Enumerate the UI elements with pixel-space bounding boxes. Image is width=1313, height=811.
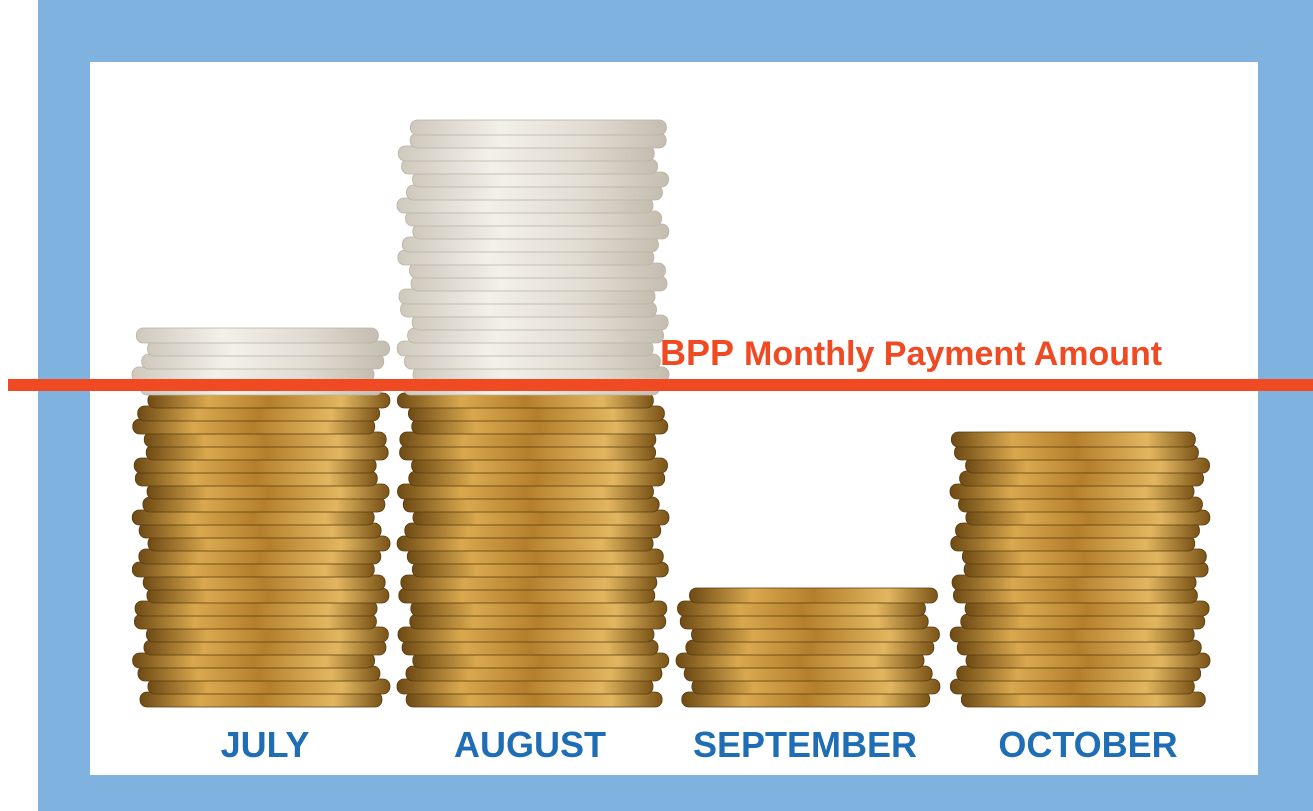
coin bbox=[950, 431, 1196, 448]
month-label: JULY bbox=[221, 724, 310, 765]
month-label: OCTOBER bbox=[998, 724, 1177, 765]
line-text: Monthly Payment Amount bbox=[744, 335, 1162, 373]
month-labels: JULY AUGUST SEPTEMBER OCTOBER bbox=[221, 724, 1178, 765]
payment-line-label: BPP Monthly Payment Amount bbox=[660, 332, 1162, 373]
coin bbox=[689, 587, 938, 604]
month-label: AUGUST bbox=[454, 724, 606, 765]
coin bbox=[409, 119, 667, 136]
line-highlight: BPP bbox=[660, 332, 734, 373]
coin bbox=[135, 327, 379, 344]
month-label: SEPTEMBER bbox=[693, 724, 917, 765]
payment-line bbox=[8, 379, 1313, 391]
coin-stacks bbox=[131, 119, 1211, 708]
